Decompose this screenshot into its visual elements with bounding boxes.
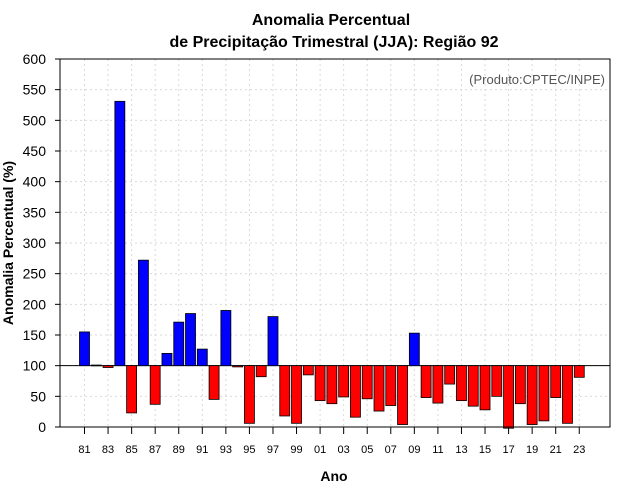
y-axis: 0 50 100 150 200 250 300 350 400 450 500 550 600 xyxy=(23,51,60,435)
credit-text: (Produto:CPTEC/INPE) xyxy=(469,72,605,87)
bar-22 xyxy=(562,365,573,424)
bar-01 xyxy=(314,365,326,402)
y-tick-label: 600 xyxy=(23,51,47,67)
bar-83 xyxy=(102,365,114,368)
bar-98 xyxy=(279,365,291,417)
x-tick-label: 13 xyxy=(455,444,467,456)
y-tick-label: 550 xyxy=(23,82,47,98)
bar-99 xyxy=(291,365,302,424)
bar-09 xyxy=(408,332,420,367)
chart-title-line-2: de Precipitação Trimestral (JJA): Região… xyxy=(169,34,498,51)
x-tick-label: 99 xyxy=(290,444,302,456)
x-tick-label: 95 xyxy=(243,444,255,456)
x-tick-label: 83 xyxy=(102,444,114,456)
bar-81 xyxy=(79,331,90,367)
bar-08 xyxy=(397,365,408,425)
bar-02 xyxy=(326,365,338,405)
bar-13 xyxy=(456,365,467,402)
x-axis-label: Ano xyxy=(320,468,347,484)
x-tick-label: 15 xyxy=(479,444,491,456)
y-axis-label: Anomalia Percentual (%) xyxy=(0,161,16,325)
bar-00 xyxy=(302,365,314,376)
bar-18 xyxy=(514,365,526,405)
bar-10 xyxy=(420,365,432,398)
x-tick-label: 09 xyxy=(408,444,420,456)
bar-20 xyxy=(538,365,550,422)
y-tick-label: 100 xyxy=(23,358,47,374)
x-tick-label: 21 xyxy=(550,444,562,456)
bars-group xyxy=(79,100,585,429)
bar-14 xyxy=(467,365,479,407)
x-tick-label: 17 xyxy=(502,444,514,456)
x-tick-label: 03 xyxy=(338,444,350,456)
chart-title-line-1: Anomalia Percentual xyxy=(252,12,410,29)
y-tick-label: 200 xyxy=(23,296,47,312)
bar-89 xyxy=(173,321,185,367)
y-tick-label: 500 xyxy=(23,112,47,128)
x-tick-label: 85 xyxy=(125,444,137,456)
x-tick-label: 93 xyxy=(220,444,232,456)
bar-96 xyxy=(255,365,267,378)
y-tick-label: 350 xyxy=(23,204,47,220)
bar-92 xyxy=(208,365,220,400)
x-tick-label: 89 xyxy=(173,444,185,456)
x-tick-label: 07 xyxy=(385,444,397,456)
bar-04 xyxy=(350,365,361,418)
y-tick-label: 50 xyxy=(30,388,46,404)
bar-21 xyxy=(550,365,562,398)
bar-95 xyxy=(244,365,255,424)
y-tick-label: 250 xyxy=(23,266,47,282)
x-axis: 81 83 85 87 89 91 93 95 97 99 01 03 05 07 09 11 13 15 17 19… xyxy=(78,427,585,456)
x-tick-label: 01 xyxy=(314,444,326,456)
x-tick-label: 91 xyxy=(196,444,208,456)
x-tick-label: 19 xyxy=(526,444,538,456)
x-tick-label: 05 xyxy=(361,444,373,456)
bar-82 xyxy=(90,364,102,367)
x-tick-label: 23 xyxy=(573,444,585,456)
bar-16 xyxy=(491,365,503,397)
y-tick-label: 300 xyxy=(23,235,47,251)
y-tick-label: 450 xyxy=(23,143,47,159)
bar-15 xyxy=(479,365,491,411)
x-tick-label: 97 xyxy=(267,444,279,456)
bar-97 xyxy=(267,316,279,367)
bar-19 xyxy=(526,365,538,425)
bar-17 xyxy=(503,365,514,429)
bar-85 xyxy=(126,365,138,414)
y-tick-label: 0 xyxy=(38,419,46,435)
bar-90 xyxy=(185,313,196,367)
bar-87 xyxy=(149,365,161,405)
bar-03 xyxy=(338,365,350,398)
bar-88 xyxy=(161,352,173,367)
bar-94 xyxy=(232,365,244,368)
y-tick-label: 150 xyxy=(23,327,47,343)
bar-06 xyxy=(373,365,385,412)
x-tick-label: 87 xyxy=(149,444,161,456)
bar-12 xyxy=(444,365,456,385)
bar-86 xyxy=(137,259,149,367)
bar-84 xyxy=(114,100,126,367)
bar-07 xyxy=(385,365,397,406)
x-tick-label: 81 xyxy=(78,444,90,456)
y-tick-label: 400 xyxy=(23,174,47,190)
bar-23 xyxy=(573,365,585,378)
x-tick-label: 11 xyxy=(432,444,443,456)
bar-93 xyxy=(220,310,232,367)
bar-91 xyxy=(196,348,208,367)
bar-11 xyxy=(432,365,444,404)
bar-05 xyxy=(361,365,373,400)
